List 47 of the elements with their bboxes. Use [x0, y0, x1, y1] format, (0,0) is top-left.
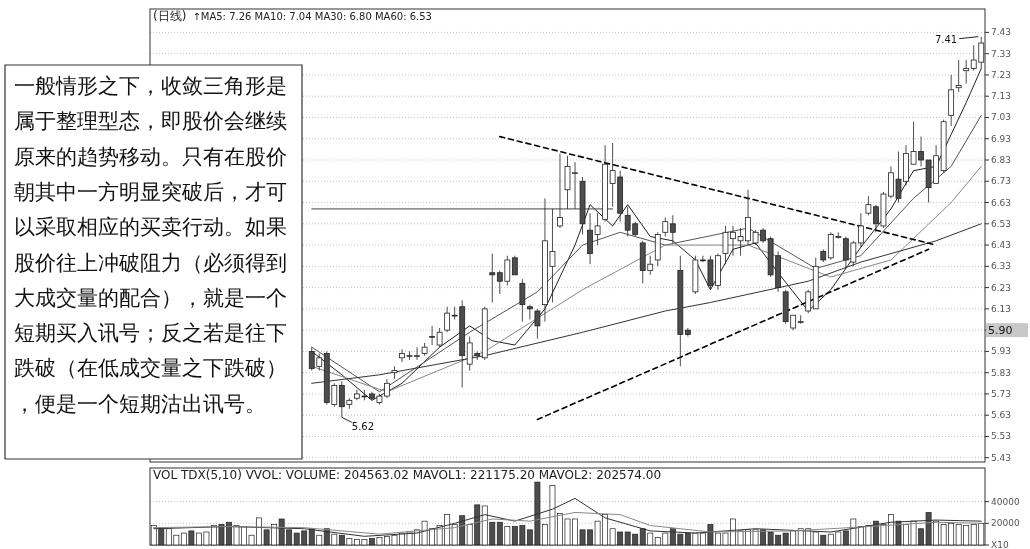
y-tick-label: 6.63	[991, 197, 1012, 208]
y-tick-label: 7.33	[991, 48, 1012, 59]
candlestick	[444, 306, 451, 333]
chart-subtitle: ↑MA5: 7.26 MA10: 7.04 MA30: 6.80 MA60: 6.53	[192, 11, 432, 22]
y-tick-label: 40000	[991, 496, 1020, 507]
candlestick	[955, 59, 962, 93]
y-tick-label: 7.03	[991, 112, 1012, 123]
chart-title: (日线)	[153, 9, 187, 23]
y-tick-label: 6.83	[991, 155, 1012, 165]
candlestick	[797, 314, 804, 325]
text: 5.90	[988, 324, 1013, 338]
candlestick	[805, 289, 812, 314]
y-tick-label: 20000	[991, 518, 1020, 529]
candlestick	[489, 253, 496, 303]
line-series	[153, 511, 982, 535]
y-tick-label: 6.53	[991, 218, 1012, 229]
y-tick-label: 5.73	[991, 388, 1012, 399]
y-tick-label: 5.63	[991, 410, 1012, 421]
y-tick-label: 6.33	[991, 261, 1012, 272]
y-tick-label: X10	[991, 540, 1009, 549]
y-tick-label: 7.43	[991, 27, 1012, 38]
candlestick	[534, 308, 541, 340]
candlestick	[511, 255, 518, 276]
y-tick-label: 7.23	[991, 69, 1012, 80]
candlestick	[662, 217, 669, 237]
candlestick	[963, 59, 970, 84]
y-tick-label: 7.13	[991, 91, 1012, 102]
candlestick	[527, 304, 533, 320]
y-tick-label: 6.43	[991, 240, 1012, 251]
text: 一般情形之下，收敛三角形是属于整理型态，即股价会继续原来的趋势移动。只有在股价朝其中一方明显突破后，才可以采取相应的买卖行动。如果股价往上冲破阻力（必须得到大成交量的配合），就是一个短期买入讯号；反之若是往下跌破（在低成交量之下跌破），便是一个短期沽出讯号。	[14, 74, 287, 416]
candlestick	[858, 212, 864, 248]
y-tick-label: 5.43	[991, 452, 1012, 463]
y-tick-label: 5.93	[991, 346, 1012, 357]
y-tick-label: 6.93	[991, 133, 1012, 144]
candlestick	[669, 214, 676, 244]
annotation: 7.41	[934, 33, 958, 45]
chart-title: VOL TDX(5,10) VVOL: VOLUME: 204563.02 MAVOL1: 221175.20 MAVOL2: 202574.00	[153, 468, 662, 482]
y-tick-label: 6.13	[991, 303, 1012, 314]
y-tick-label: 5.83	[991, 367, 1012, 378]
y-tick-label: 6.23	[991, 282, 1012, 293]
annotation: 5.62	[351, 421, 375, 433]
y-tick-label: 5.53	[991, 431, 1012, 442]
candlestick	[519, 278, 526, 323]
candlestick	[391, 365, 398, 380]
y-tick-label: 6.73	[991, 176, 1012, 187]
candlestick	[557, 153, 563, 229]
line-series	[311, 223, 982, 384]
